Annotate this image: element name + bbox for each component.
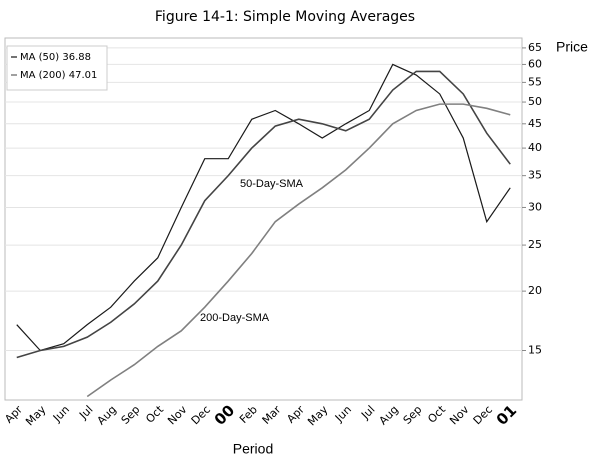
y-tick-label: 15 xyxy=(528,343,542,356)
y-tick-label: 65 xyxy=(528,41,542,54)
y-tick-label: 50 xyxy=(528,95,542,108)
y-tick-label: 45 xyxy=(528,117,542,130)
y-tick-label: 20 xyxy=(528,284,542,297)
x-tick-label: Jun xyxy=(332,403,354,425)
x-axis-label: Period xyxy=(233,441,273,457)
chart-title: Figure 14-1: Simple Moving Averages xyxy=(155,9,415,25)
legend-box xyxy=(6,45,108,91)
x-tick-label: Feb xyxy=(237,403,260,426)
y-tick-label: 55 xyxy=(528,75,542,88)
x-tick-label: Nov xyxy=(165,403,190,428)
x-tick-label: Aug xyxy=(95,403,119,427)
legend-label: MA (50) 36.88 xyxy=(20,52,91,63)
x-tick-label: Sep xyxy=(119,403,143,427)
series-line xyxy=(16,63,511,352)
x-tick-label: May xyxy=(23,403,49,429)
y-tick-label: 25 xyxy=(528,238,542,251)
x-tick-label: Dec xyxy=(189,403,213,427)
y-tick-label: 60 xyxy=(528,57,542,70)
x-tick-label: 00 xyxy=(211,401,238,428)
y-tick-label: 30 xyxy=(528,200,542,213)
y-tick-label: 35 xyxy=(528,169,542,182)
x-tick-label: Jul xyxy=(358,403,377,422)
x-tick-label: Apr xyxy=(284,403,307,426)
annotation: 200-Day-SMA xyxy=(200,312,270,324)
x-tick-label: Oct xyxy=(143,403,166,426)
x-tick-label: May xyxy=(305,403,331,429)
x-tick-label: Nov xyxy=(447,403,472,428)
x-tick-label: Mar xyxy=(260,403,284,427)
x-tick-label: Apr xyxy=(2,403,25,426)
x-tick-label: 01 xyxy=(493,401,520,428)
x-tick-label: Dec xyxy=(471,403,495,427)
annotation: 50-Day-SMA xyxy=(240,178,304,190)
y-tick-label: 40 xyxy=(528,141,542,154)
y-axis-label: Price xyxy=(556,39,588,55)
series-line xyxy=(86,103,511,398)
x-tick-label: Oct xyxy=(425,403,448,426)
series-line xyxy=(16,70,511,359)
x-tick-label: Jul xyxy=(76,403,95,422)
x-tick-label: Sep xyxy=(401,403,425,427)
legend-label: MA (200) 47.01 xyxy=(20,70,97,81)
plot-frame xyxy=(4,37,523,401)
x-tick-label: Jun xyxy=(50,403,72,425)
x-tick-label: Aug xyxy=(377,403,401,427)
